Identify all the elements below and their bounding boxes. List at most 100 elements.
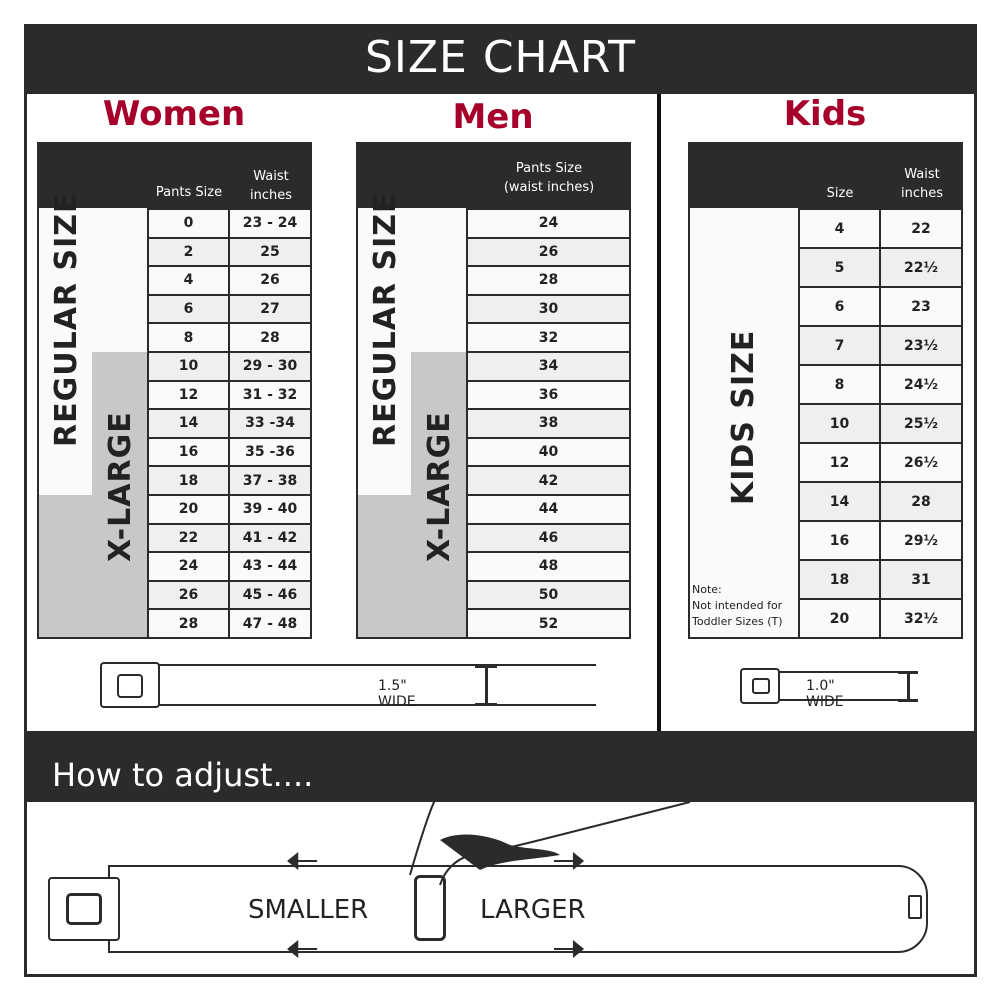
page-title: SIZE CHART (24, 24, 977, 94)
men-col-size-1: Pants Size (467, 160, 631, 177)
belt-tip-hole-icon (908, 895, 922, 919)
size-cell: 28 (147, 608, 230, 639)
women-col-waist-2: inches (230, 187, 312, 204)
waist-cell: 22½ (879, 247, 963, 288)
size-cell: 32 (466, 322, 631, 353)
kids-table: Size Waist inches KIDS SIZE Note: Not in… (688, 142, 963, 639)
men-regular-label: REGULAR SIZE (368, 191, 403, 447)
men-col-size-2: (waist inches) (467, 179, 631, 196)
waist-cell: 23 (879, 286, 963, 327)
size-cell: 24 (466, 208, 631, 239)
waist-cell: 27 (228, 293, 312, 325)
waist-cell: 24½ (879, 364, 963, 405)
waist-cell: 25½ (879, 403, 963, 444)
size-cell: 12 (147, 379, 230, 411)
larger-label: LARGER (480, 895, 586, 925)
kids-size-label: KIDS SIZE (726, 329, 761, 505)
arrow-right-icon: 🠢 (552, 927, 587, 973)
women-xlarge-label: X-LARGE (103, 411, 138, 562)
waist-cell: 35 -36 (228, 436, 312, 468)
arrow-right-icon: 🠢 (552, 839, 587, 885)
size-cell: 12 (798, 442, 881, 483)
note-line-3: Toddler Sizes (T) (692, 615, 783, 628)
kids-col-waist-2: inches (881, 185, 963, 202)
women-col-size: Pants Size (148, 184, 230, 201)
waist-cell: 41 - 42 (228, 522, 312, 554)
size-cell: 8 (798, 364, 881, 405)
size-cell: 26 (147, 579, 230, 611)
size-cell: 44 (466, 494, 631, 525)
size-cell: 0 (147, 208, 230, 239)
hand-icon (409, 800, 691, 886)
kids-label-region (690, 208, 798, 637)
kids-note: Note: Not intended for Toddler Sizes (T) (692, 582, 783, 630)
size-cell: 7 (798, 325, 881, 366)
waist-cell: 31 - 32 (228, 379, 312, 411)
smaller-label: SMALLER (248, 895, 369, 925)
kids-col-size: Size (799, 185, 881, 202)
size-cell: 5 (798, 247, 881, 288)
waist-cell: 28 (228, 322, 312, 353)
waist-cell: 45 - 46 (228, 579, 312, 611)
buckle-icon (48, 877, 120, 941)
size-cell: 2 (147, 236, 230, 268)
kids-title: Kids (783, 94, 867, 134)
size-cell: 22 (147, 522, 230, 554)
size-cell: 40 (466, 436, 631, 468)
size-cell: 36 (466, 379, 631, 411)
slider-clip-icon (414, 875, 446, 941)
size-cell: 8 (147, 322, 230, 353)
men-xlarge-label: X-LARGE (422, 411, 457, 562)
men-table: Pants Size (waist inches) REGULAR SIZE X… (356, 142, 631, 639)
size-cell: 52 (466, 608, 631, 639)
waist-cell: 37 - 38 (228, 465, 312, 496)
waist-cell: 32½ (879, 598, 963, 639)
waist-cell: 31 (879, 559, 963, 600)
note-line-2: Not intended for (692, 599, 783, 612)
size-cell: 26 (466, 236, 631, 268)
size-cell: 10 (147, 351, 230, 382)
waist-cell: 47 - 48 (228, 608, 312, 639)
size-cell: 24 (147, 551, 230, 582)
size-cell: 34 (466, 351, 631, 382)
size-cell: 14 (147, 408, 230, 439)
size-cell: 16 (147, 436, 230, 468)
buckle-icon (740, 668, 780, 704)
buckle-icon (100, 662, 160, 708)
waist-cell: 26 (228, 265, 312, 296)
width-marker-stem (485, 665, 488, 705)
waist-cell: 28 (879, 481, 963, 522)
adjust-title: How to adjust.... (24, 731, 977, 802)
size-cell: 16 (798, 520, 881, 561)
size-cell: 4 (147, 265, 230, 296)
women-width-label: 1.5" WIDE (378, 678, 416, 710)
men-title: Men (452, 97, 534, 137)
women-xlarge-region-lower (39, 495, 147, 637)
waist-cell: 43 - 44 (228, 551, 312, 582)
waist-cell: 23½ (879, 325, 963, 366)
belt-strap (108, 865, 928, 953)
section-divider (657, 94, 661, 732)
size-cell: 14 (798, 481, 881, 522)
women-regular-label: REGULAR SIZE (49, 191, 84, 447)
size-cell: 10 (798, 403, 881, 444)
women-title: Women (102, 94, 246, 134)
waist-cell: 29½ (879, 520, 963, 561)
arrow-left-icon: 🠠 (285, 839, 320, 885)
women-col-waist-1: Waist (230, 168, 312, 185)
width-marker-base (898, 699, 918, 702)
size-cell: 20 (798, 598, 881, 639)
size-cell: 48 (466, 551, 631, 582)
width-marker-stem (907, 671, 910, 701)
size-cell: 20 (147, 494, 230, 525)
kids-width-label: 1.0" WIDE (806, 678, 844, 710)
waist-cell: 29 - 30 (228, 351, 312, 382)
size-cell: 6 (798, 286, 881, 327)
women-table: Pants Size Waist inches REGULAR SIZE X-L… (37, 142, 312, 639)
kids-col-waist-1: Waist (881, 166, 963, 183)
size-cell: 42 (466, 465, 631, 496)
waist-cell: 26½ (879, 442, 963, 483)
size-cell: 30 (466, 293, 631, 325)
waist-cell: 23 - 24 (228, 208, 312, 239)
width-marker-base (475, 703, 497, 706)
